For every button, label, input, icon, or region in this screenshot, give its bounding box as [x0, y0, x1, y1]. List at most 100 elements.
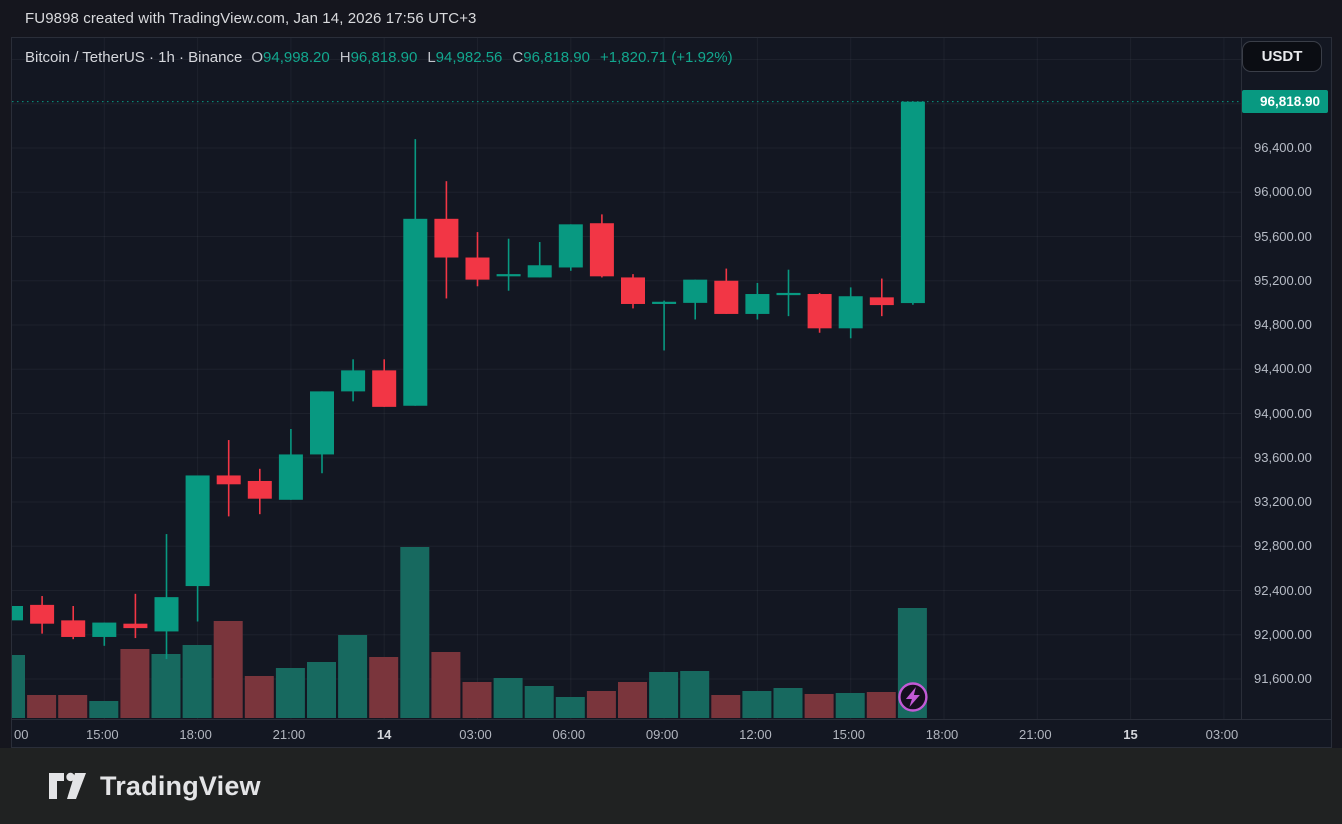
time-tick-label: 00: [14, 727, 29, 742]
price-tick-label: 96,400.00: [1254, 140, 1312, 155]
price-tick-label: 96,000.00: [1254, 184, 1312, 200]
volume-bar: [742, 691, 772, 718]
lightning-marker-icon[interactable]: [898, 682, 928, 712]
low-label: L: [427, 48, 436, 66]
candle-body: [247, 480, 272, 499]
candle-body: [465, 257, 490, 280]
volume-bar: [12, 655, 25, 718]
candle-body: [869, 297, 894, 306]
volume-bar: [400, 547, 430, 718]
price-tick-label: 91,600.00: [1254, 671, 1312, 686]
ohlc-high: H96,818.90: [340, 49, 418, 66]
ohlc-low: L94,982.56: [427, 49, 502, 66]
volume-bar: [804, 694, 834, 718]
candle-body: [714, 280, 739, 314]
volume-bar: [307, 662, 336, 718]
chart-plot-area[interactable]: [12, 38, 1241, 719]
volume-bar: [275, 668, 305, 718]
time-tick-label: 12:00: [739, 727, 772, 742]
candle-body: [776, 292, 801, 296]
time-tick-label: 03:00: [1205, 727, 1239, 742]
volume-bar: [369, 657, 399, 718]
candle-body: [589, 223, 614, 277]
candle-body: [61, 620, 86, 637]
volume-bar: [555, 697, 585, 718]
candle-body: [496, 274, 521, 277]
volume-bar: [213, 621, 243, 718]
price-tick-label: 95,600.00: [1254, 228, 1312, 244]
ohlc-close: C96,818.90: [512, 49, 590, 66]
open-value: 94,998.20: [263, 48, 330, 66]
time-tick-label: 06:00: [552, 727, 586, 742]
candle-body: [807, 294, 832, 329]
candle-body: [12, 605, 23, 621]
volume-bar: [27, 695, 57, 718]
attribution-text: FU9898 created with TradingView.com, Jan…: [25, 10, 477, 27]
volume-bar: [182, 645, 212, 718]
candle-body: [434, 218, 459, 258]
time-tick-label: 15:00: [832, 727, 865, 742]
volume-bar: [680, 671, 710, 718]
chart-legend: Bitcoin / TetherUS · 1h · Binance O94,99…: [25, 46, 733, 68]
ohlc-open: O94,998.20: [251, 49, 329, 66]
price-tick-label: 94,400.00: [1254, 361, 1312, 377]
chart-panel: Bitcoin / TetherUS · 1h · Binance O94,99…: [11, 37, 1332, 748]
current-price-badge: 96,818.90: [1242, 90, 1328, 114]
time-tick-label: 18:00: [925, 727, 959, 742]
high-value: 96,818.90: [350, 48, 418, 66]
tradingview-logo-icon: [49, 772, 86, 799]
price-tick-label: 94,000.00: [1254, 405, 1312, 421]
change-value: +1,820.71 (+1.92%): [599, 48, 733, 66]
candle-body: [92, 622, 117, 637]
price-axis[interactable]: 96,818.90 96,400.00 96,000.00 95,600.00 95,…: [1241, 38, 1331, 719]
candle-body: [745, 294, 770, 314]
volume-bar: [462, 682, 492, 718]
price-tick-label: 92,800.00: [1254, 538, 1312, 554]
candle-body: [683, 279, 708, 303]
time-tick-label: 15: [1123, 727, 1138, 742]
candle-body: [341, 370, 366, 392]
price-tick-label: 93,200.00: [1254, 494, 1312, 509]
high-label: H: [339, 48, 351, 66]
close-label: C: [512, 48, 524, 66]
footer-bar: TradingView: [0, 748, 1342, 824]
volume-bar: [89, 701, 119, 718]
candle-body: [123, 623, 148, 629]
candle-body: [154, 597, 179, 632]
time-tick-label: 15:00: [86, 727, 119, 742]
candle-body: [838, 296, 863, 329]
time-tick-label: 14: [376, 727, 392, 742]
price-tick-label: 93,600.00: [1254, 449, 1312, 465]
open-label: O: [251, 48, 264, 66]
time-tick-label: 21:00: [1019, 727, 1052, 742]
volume-bar: [649, 672, 679, 718]
candle-body: [216, 475, 241, 485]
volume-bar: [244, 676, 274, 718]
volume-bar: [524, 686, 554, 718]
candle-body: [652, 301, 677, 304]
symbol-title: Bitcoin / TetherUS · 1h · Binance: [25, 48, 243, 66]
volume-bar: [586, 691, 616, 718]
candle-body: [185, 475, 210, 587]
candle-body: [527, 265, 552, 278]
price-tick-label: 95,200.00: [1254, 272, 1312, 288]
low-value: 94,982.56: [435, 48, 503, 66]
candlestick-canvas[interactable]: [12, 38, 1241, 719]
time-axis[interactable]: 00 15:00 18:00 21:00 14 03:00 06:00 09:00 12:00 1…: [12, 719, 1331, 747]
candle-body: [900, 101, 925, 304]
candle-body: [621, 277, 645, 304]
candle-body: [30, 604, 55, 624]
volume-bar: [58, 695, 88, 718]
price-tick-label: 92,000.00: [1254, 626, 1312, 642]
volume-bar: [151, 654, 181, 718]
candle-body: [310, 391, 334, 455]
tradingview-logo-text: TradingView: [100, 770, 261, 801]
time-tick-label: 21:00: [272, 727, 306, 742]
volume-bar: [120, 649, 150, 718]
volume-bar: [618, 682, 647, 718]
volume-bar: [338, 635, 368, 718]
currency-button[interactable]: USDT: [1242, 41, 1322, 72]
volume-bar: [835, 693, 865, 718]
volume-bar: [866, 692, 896, 718]
tradingview-logo[interactable]: TradingView: [48, 771, 261, 802]
